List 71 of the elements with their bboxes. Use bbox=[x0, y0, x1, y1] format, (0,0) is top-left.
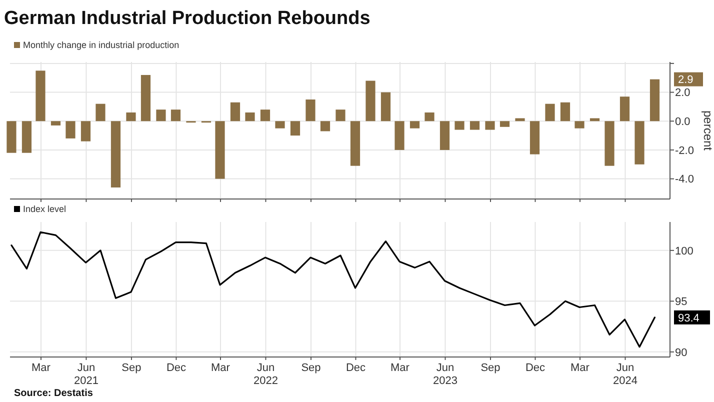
bar bbox=[560, 102, 570, 122]
x-tick-label: Sep bbox=[122, 362, 142, 374]
legend-label: Index level bbox=[23, 204, 66, 214]
bar bbox=[410, 121, 420, 128]
bar bbox=[126, 112, 136, 122]
legend-label: Monthly change in industrial production bbox=[23, 40, 180, 50]
bar bbox=[290, 121, 300, 136]
bar bbox=[22, 121, 32, 153]
bar bbox=[424, 112, 434, 122]
bar bbox=[110, 121, 121, 188]
annotation: 93.4 bbox=[678, 312, 700, 324]
bar bbox=[634, 121, 644, 164]
bar bbox=[590, 118, 600, 122]
bar bbox=[440, 121, 450, 150]
y-tick-label: 2.0 bbox=[675, 87, 690, 100]
line-series bbox=[10, 231, 656, 348]
bar bbox=[366, 80, 376, 122]
bar bbox=[275, 121, 285, 128]
x-tick-label: Jun 2021 bbox=[74, 362, 98, 387]
bar bbox=[96, 104, 106, 122]
x-tick-label: Jun 2022 bbox=[253, 362, 278, 387]
source-note: Source: Destatis bbox=[14, 388, 94, 399]
bar bbox=[336, 110, 346, 122]
bar bbox=[574, 121, 584, 128]
bar bbox=[66, 121, 76, 138]
chart-title: German Industrial Production Rebounds bbox=[4, 8, 370, 29]
bar bbox=[156, 110, 166, 122]
annotation: 2.9 bbox=[678, 74, 694, 86]
bar bbox=[515, 118, 525, 122]
bar bbox=[650, 79, 660, 122]
x-tick-label: Dec bbox=[525, 362, 546, 374]
x-tick-label: Jun 2024 bbox=[613, 362, 638, 387]
bar bbox=[454, 121, 464, 130]
bar bbox=[50, 121, 61, 126]
x-tick-label: Sep bbox=[480, 362, 500, 374]
bar bbox=[620, 96, 630, 122]
y-tick-label: 90 bbox=[675, 346, 688, 359]
x-tick-label: Mar bbox=[32, 362, 51, 374]
bar bbox=[350, 121, 360, 166]
bar bbox=[140, 74, 151, 122]
x-tick-label: Sep bbox=[301, 362, 321, 374]
bar bbox=[500, 121, 510, 127]
x-tick-label: Mar bbox=[570, 362, 590, 374]
bar bbox=[380, 92, 391, 122]
bar bbox=[36, 70, 46, 122]
x-tick-label: Mar bbox=[390, 362, 410, 374]
x-tick-label: Jun 2023 bbox=[433, 362, 458, 387]
bar bbox=[6, 121, 16, 153]
bar bbox=[604, 121, 614, 166]
bar bbox=[170, 110, 181, 122]
bar bbox=[306, 99, 316, 122]
y-tick-label: 95 bbox=[675, 296, 688, 308]
bar bbox=[530, 121, 540, 154]
y-tick-label: -2.0 bbox=[675, 144, 694, 157]
y-tick-label: -4.0 bbox=[675, 174, 694, 186]
x-tick-label: Dec bbox=[166, 362, 187, 374]
bar bbox=[80, 121, 91, 142]
bar bbox=[485, 121, 495, 130]
y-axis-title: percent bbox=[701, 110, 714, 152]
y-tick-label: 0.0 bbox=[675, 116, 690, 128]
bar bbox=[394, 121, 404, 150]
bar bbox=[320, 121, 330, 132]
bar bbox=[545, 104, 555, 122]
y-tick-label: 100 bbox=[675, 245, 694, 258]
x-tick-label: Dec bbox=[346, 362, 366, 374]
bar bbox=[215, 121, 225, 179]
bar bbox=[230, 102, 240, 122]
bar bbox=[260, 110, 270, 122]
bar bbox=[470, 121, 480, 130]
x-tick-label: Mar bbox=[211, 362, 230, 374]
bar bbox=[245, 112, 255, 122]
